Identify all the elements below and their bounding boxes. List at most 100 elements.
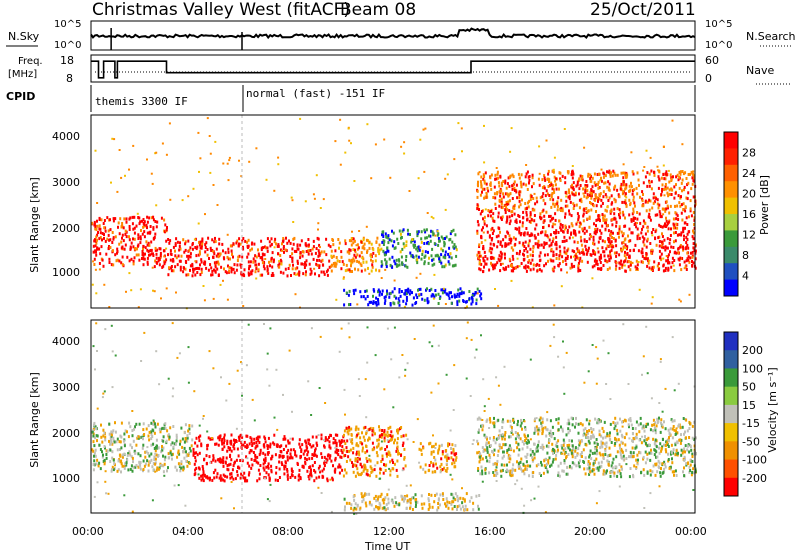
echo-cell (193, 269, 195, 272)
echo-cell (551, 192, 553, 195)
echo-cell (451, 302, 453, 305)
echo-cell (525, 241, 527, 244)
echo-cell (306, 470, 308, 473)
echo-cell (659, 250, 661, 253)
echo-cell (643, 456, 645, 459)
echo-region-0 (91, 216, 168, 269)
echo-speck (384, 269, 386, 271)
echo-cell (285, 445, 287, 448)
echo-cell (97, 231, 99, 234)
echo-cell (316, 259, 318, 262)
echo-cell (317, 237, 319, 240)
echo-speck (623, 163, 625, 165)
echo-cell (419, 249, 421, 252)
echo-cell (248, 260, 250, 263)
echo-cell (232, 478, 234, 481)
echo-cell (346, 292, 348, 295)
echo-cell (654, 453, 656, 456)
echo-cell (104, 462, 106, 465)
echo-cell (577, 241, 579, 244)
echo-cell (600, 261, 602, 264)
echo-cell (93, 263, 95, 266)
echo-speck (497, 305, 499, 307)
echo-cell (334, 249, 336, 252)
echo-cell (619, 195, 621, 198)
echo-cell (387, 250, 389, 253)
echo-cell (651, 424, 653, 427)
echo-cell (646, 185, 648, 188)
echo-cell (553, 231, 555, 234)
echo-cell (331, 264, 333, 267)
echo-cell (651, 207, 653, 210)
echo-cell (555, 454, 557, 457)
echo-cell (194, 246, 196, 249)
echo-cell (385, 235, 387, 238)
echo-cell (581, 244, 583, 247)
echo-cell (542, 226, 544, 229)
echo-cell (144, 235, 146, 238)
echo-cell (477, 203, 479, 206)
echo-cell (584, 227, 586, 230)
echo-cell (578, 231, 580, 234)
echo-cell (336, 262, 338, 265)
echo-cell (176, 436, 178, 439)
echo-cell (594, 199, 596, 202)
echo-speck (281, 250, 283, 252)
echo-cell (196, 271, 198, 274)
echo-cell (93, 459, 95, 462)
echo-cell (206, 462, 208, 465)
echo-cell (501, 252, 503, 255)
echo-cell (332, 441, 334, 444)
echo-cell (108, 239, 110, 242)
echo-cell (382, 458, 384, 461)
echo-cell (577, 447, 579, 450)
echo-cell (491, 227, 493, 230)
echo-cell (578, 269, 580, 272)
echo-cell (280, 271, 282, 274)
echo-cell (223, 257, 225, 260)
echo-cell (183, 251, 185, 254)
echo-cell (682, 426, 684, 429)
echo-cell (670, 173, 672, 176)
echo-cell (498, 226, 500, 229)
echo-cell (390, 430, 392, 433)
echo-speck (383, 139, 385, 141)
echo-cell (195, 254, 197, 257)
echo-cell (684, 221, 686, 224)
echo-cell (643, 439, 645, 442)
cpid-mode-2: normal (fast) -151 IF (246, 87, 385, 100)
echo-cell (156, 253, 158, 256)
echo-cell (512, 258, 514, 261)
echo-cell (93, 444, 95, 447)
echo-cell (222, 249, 224, 252)
echo-cell (633, 464, 635, 467)
echo-cell (606, 218, 608, 221)
echo-cell (305, 442, 307, 445)
echo-cell (512, 267, 514, 270)
echo-cell (137, 216, 139, 219)
echo-cell (555, 183, 557, 186)
echo-cell (169, 436, 171, 439)
echo-cell (687, 197, 689, 200)
echo-cell (355, 289, 357, 292)
echo-cell (396, 460, 398, 463)
echo-cell (662, 235, 664, 238)
echo-cell (238, 244, 240, 247)
echo-cell (519, 220, 521, 223)
echo-cell (138, 236, 140, 239)
echo-cell (389, 258, 391, 261)
echo-cell (141, 220, 143, 223)
echo-speck (419, 273, 421, 275)
echo-cell (359, 255, 361, 258)
echo-cell (405, 259, 407, 262)
echo-cell (354, 240, 356, 243)
echo-cell (193, 451, 195, 454)
echo-cell (382, 455, 384, 458)
echo-cell (187, 273, 189, 276)
echo-cell (612, 174, 614, 177)
echo-cell (585, 248, 587, 251)
echo-cell (543, 199, 545, 202)
echo-cell (298, 248, 300, 251)
echo-cell (608, 171, 610, 174)
echo-cell (574, 240, 576, 243)
